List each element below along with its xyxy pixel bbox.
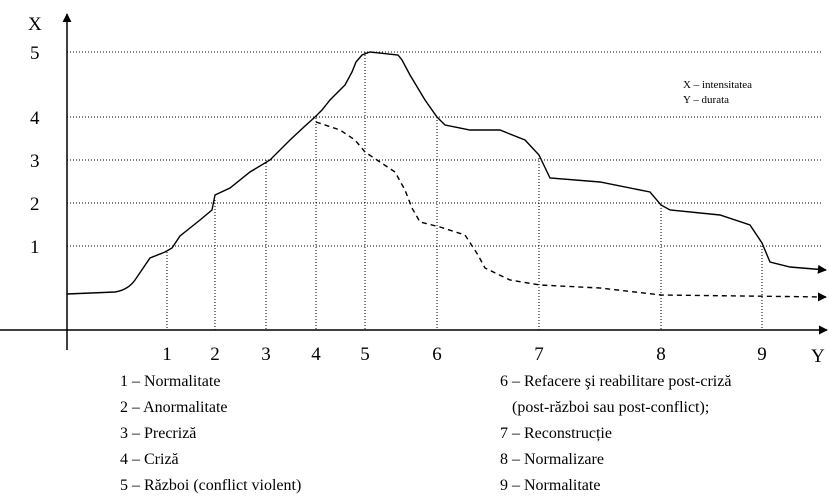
y-tick-label: 4 — [30, 108, 40, 129]
y-axis-label: X — [28, 14, 42, 35]
y-tick-label: 2 — [30, 194, 40, 215]
legend-entry: 6 – Refacere şi reabilitare post-criză — [500, 373, 731, 390]
solid-curve — [66, 51, 827, 295]
legend-entry: 8 – Normalizare — [500, 451, 604, 468]
x-tick-label: 1 — [162, 344, 172, 365]
x-tick-label: 7 — [534, 344, 544, 365]
y-tick-label: 3 — [30, 151, 40, 172]
x-tick-label: 8 — [656, 344, 666, 365]
x-tick-label: 6 — [432, 344, 442, 365]
legend-entry: 3 – Precriză — [120, 425, 196, 442]
y-tick-label: 1 — [30, 237, 40, 258]
grid — [67, 51, 822, 330]
x-tick-label: 2 — [210, 344, 220, 365]
legend-entry: (post-război sau post-conflict); — [512, 399, 709, 416]
legend-entry: 7 – Reconstrucție — [500, 425, 612, 442]
x-axis-label: Y — [811, 346, 825, 367]
legend-entry: 2 – Anormalitate — [120, 399, 228, 416]
legend-entry: 4 – Criză — [120, 451, 179, 468]
key-entry: X – intensitatea — [683, 79, 752, 91]
key-entry: Y – durata — [683, 94, 729, 106]
x-tick-label: 4 — [311, 344, 321, 365]
legend-entry: 9 – Normalitate — [500, 477, 600, 494]
x-tick-label: 5 — [360, 344, 370, 365]
legend-entry: 5 – Război (conflict violent) — [120, 477, 301, 494]
y-tick-label: 5 — [30, 43, 40, 64]
dashed-curve — [315, 121, 827, 302]
x-tick-label: 3 — [261, 344, 271, 365]
legend-entry: 1 – Normalitate — [120, 373, 220, 390]
x-tick-label: 9 — [757, 344, 767, 365]
